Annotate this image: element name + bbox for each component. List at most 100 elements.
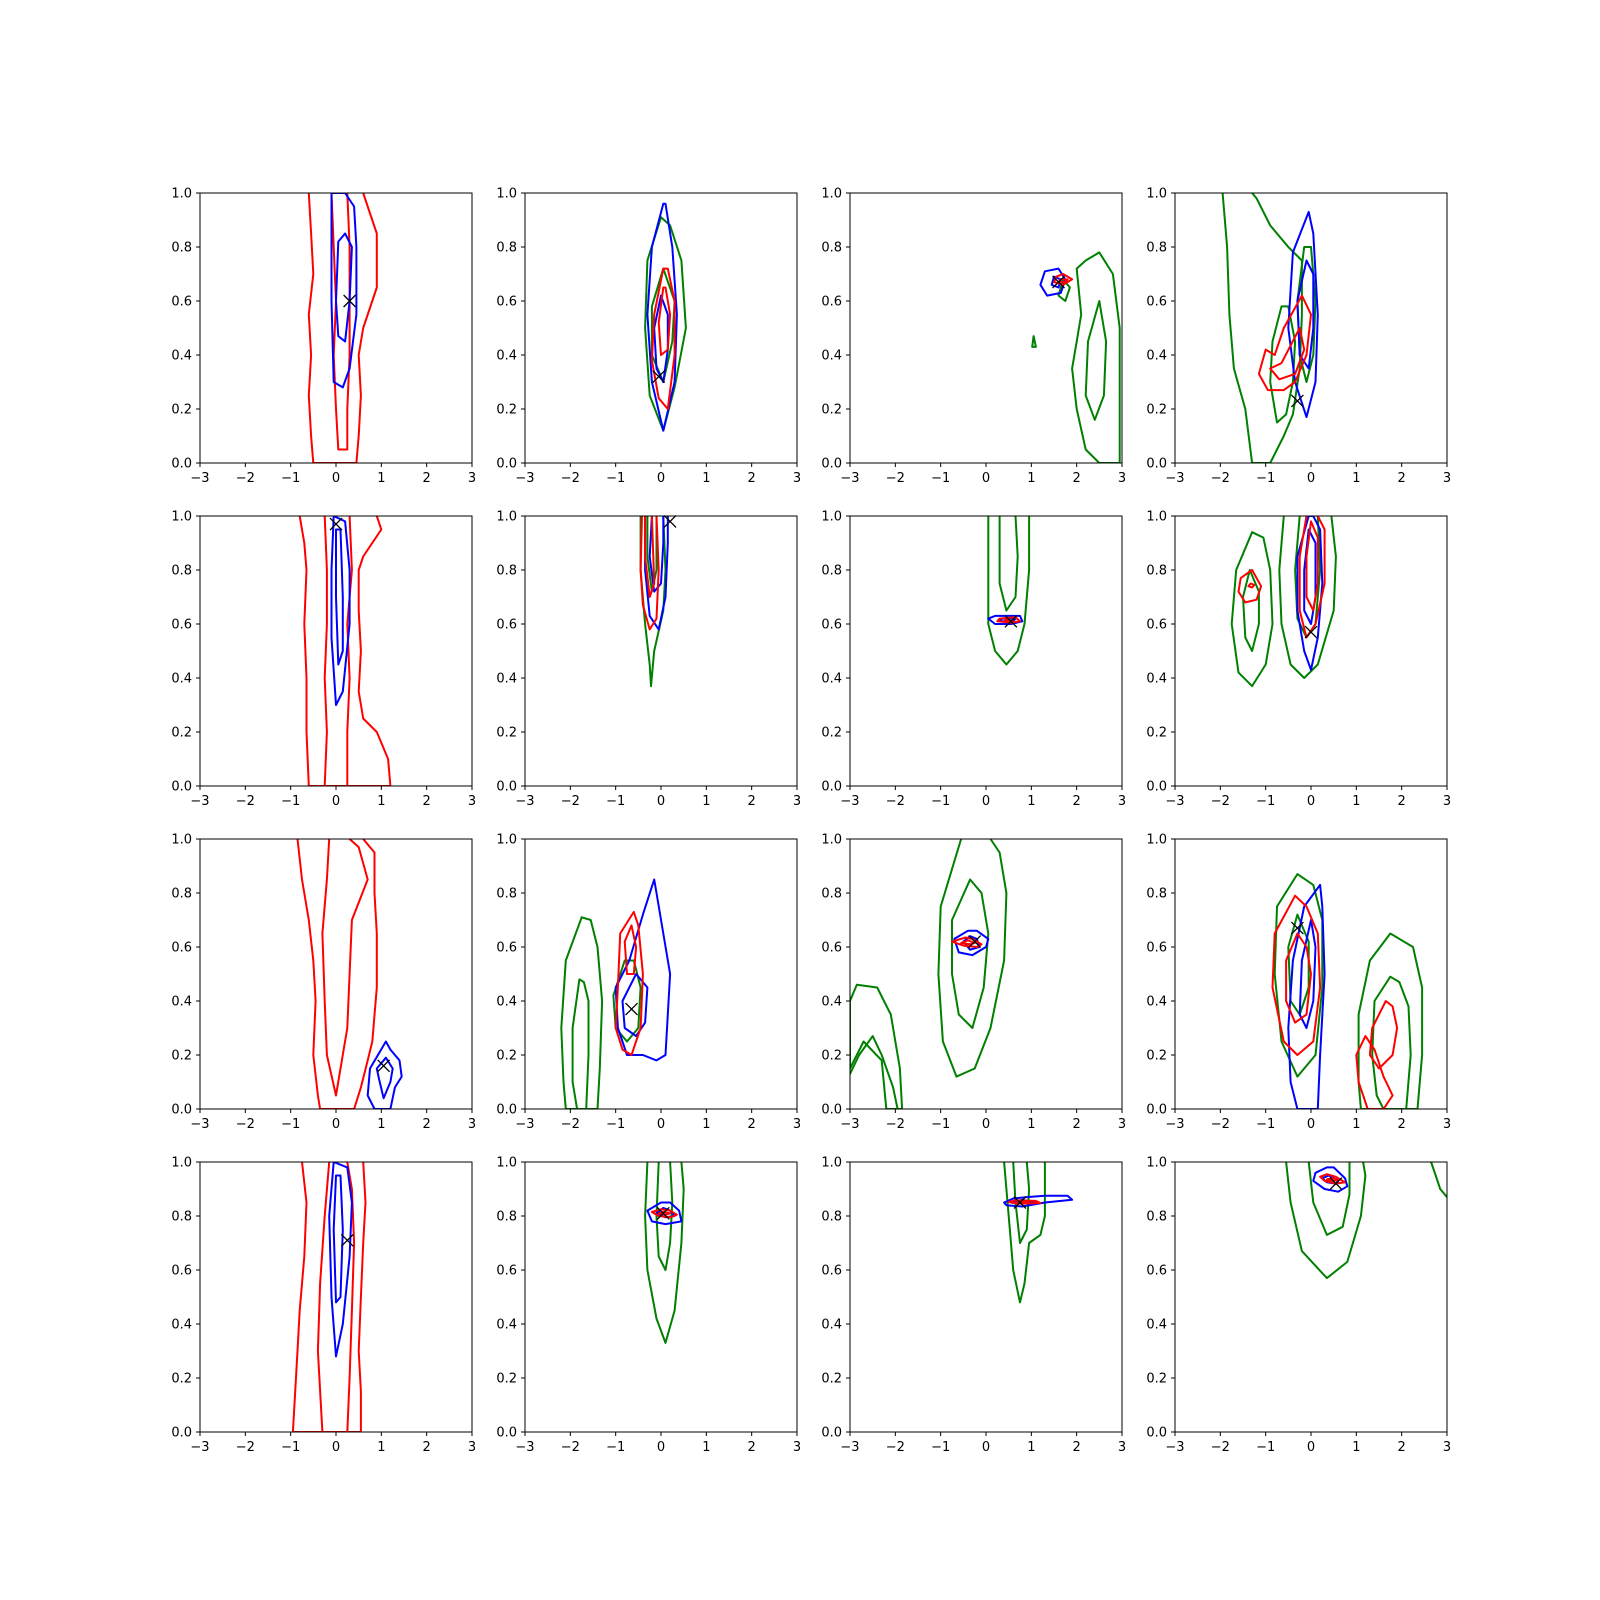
blue-contour-line: [1303, 528, 1317, 625]
red-contour-line: [644, 516, 656, 598]
green-contour-line: [1307, 1162, 1351, 1236]
x-tick-label: 1: [377, 794, 385, 809]
subplot-2-4: −3 −2 −1 0 1 2 3 0.0 0.2 0.4 0.6 0.8 1.0: [1146, 510, 1451, 810]
x-tick-label: −3: [1165, 794, 1184, 809]
red-contour-line: [650, 1208, 678, 1219]
x-tick-label: −3: [190, 471, 209, 486]
red-contour-line: [1305, 520, 1319, 612]
x-tick-label: 2: [1398, 794, 1406, 809]
subplot-2-2: −3 −2 −1 0 1 2 3 0.0 0.2 0.4 0.6 0.8 1.0: [496, 510, 801, 810]
red-contour-line: [291, 1162, 367, 1432]
red-contour-line: [614, 910, 644, 1056]
y-tick-label: 0.6: [496, 618, 517, 633]
x-marker: [663, 514, 677, 528]
y-tick-label: 0.4: [171, 995, 192, 1010]
blue-contour-line: [330, 193, 358, 389]
contour-layer: [850, 839, 1008, 1109]
blue-contour-line: [366, 1040, 403, 1109]
y-tick-label: 0.2: [821, 403, 842, 418]
subplot-2-3: −3 −2 −1 0 1 2 3 0.0 0.2 0.4 0.6 0.8 1.0: [821, 510, 1126, 810]
subplot-1-2: −3 −2 −1 0 1 2 3 0.0 0.2 0.4 0.6 0.8 1.0: [496, 187, 801, 487]
x-tick-label: −3: [190, 1440, 209, 1455]
green-contour-line: [998, 516, 1019, 612]
x-tick-label: 0: [657, 471, 665, 486]
y-tick-label: 0.4: [821, 672, 842, 687]
green-contour-line: [1285, 1162, 1367, 1280]
y-tick-label: 1.0: [171, 1156, 192, 1171]
x-marker: [1013, 1196, 1027, 1209]
x-tick-label: 1: [702, 794, 710, 809]
x-tick-label: 0: [982, 794, 990, 809]
x-marker: [340, 1233, 354, 1247]
y-tick-label: 0.8: [821, 564, 842, 579]
y-tick-label: 1.0: [171, 187, 192, 202]
y-tick-label: 0.4: [496, 349, 517, 364]
y-tick-label: 0.2: [821, 1049, 842, 1064]
y-tick-label: 0.6: [171, 295, 192, 310]
red-contour-line: [298, 516, 392, 786]
y-tick-label: 0.4: [171, 349, 192, 364]
y-tick-label: 1.0: [1146, 833, 1167, 848]
x-tick-label: 1: [1352, 1117, 1360, 1132]
subplot-3-4: −3 −2 −1 0 1 2 3 0.0 0.2 0.4 0.6 0.8 1.0: [1146, 833, 1451, 1133]
y-tick-label: 0.4: [1146, 1318, 1167, 1333]
x-tick-label: 1: [1352, 471, 1360, 486]
blue-contour-line: [1296, 259, 1315, 370]
x-tick-label: 0: [657, 1117, 665, 1132]
green-contour-line: [1057, 278, 1071, 302]
subplot-2-1: −3 −2 −1 0 1 2 3 0.0 0.2 0.4 0.6 0.8 1.0: [171, 510, 476, 810]
contour-layer: [1003, 1162, 1074, 1304]
x-tick-label: 0: [982, 1117, 990, 1132]
blue-contour-line: [1296, 516, 1324, 671]
y-tick-label: 0.0: [821, 780, 842, 795]
x-tick-label: 2: [423, 794, 431, 809]
x-tick-label: 2: [1398, 1117, 1406, 1132]
y-tick-label: 1.0: [1146, 187, 1167, 202]
x-tick-label: −2: [236, 794, 255, 809]
x-tick-label: 0: [332, 1440, 340, 1455]
y-tick-label: 0.2: [171, 1372, 192, 1387]
red-contour-line: [1271, 894, 1322, 1056]
y-tick-label: 0.4: [821, 995, 842, 1010]
y-tick-label: 0.0: [1146, 1426, 1167, 1441]
x-tick-label: −3: [190, 794, 209, 809]
x-tick-label: 2: [1398, 1440, 1406, 1455]
contour-layer: [644, 1162, 685, 1344]
y-tick-label: 0.6: [1146, 941, 1167, 956]
y-tick-label: 0.0: [821, 457, 842, 472]
red-contour-line: [1237, 569, 1263, 604]
blue-contour-line: [621, 973, 649, 1038]
y-tick-label: 0.4: [1146, 672, 1167, 687]
red-contour-line: [960, 939, 976, 946]
x-tick-label: 0: [982, 471, 990, 486]
x-tick-label: 0: [332, 471, 340, 486]
y-tick-label: 0.6: [821, 618, 842, 633]
y-tick-label: 0.8: [1146, 564, 1167, 579]
x-tick-label: 1: [702, 1117, 710, 1132]
subplot-3-1: −3 −2 −1 0 1 2 3 0.0 0.2 0.4 0.6 0.8 1.0: [171, 833, 476, 1133]
y-tick-label: 0.0: [821, 1426, 842, 1441]
x-tick-label: −2: [1211, 1117, 1230, 1132]
y-tick-label: 0.8: [171, 564, 192, 579]
y-tick-label: 1.0: [1146, 510, 1167, 525]
subplot-3-3: −3 −2 −1 0 1 2 3 0.0 0.2 0.4 0.6 0.8 1.0: [821, 833, 1126, 1133]
green-contour-line: [1084, 300, 1108, 421]
red-contour-line: [996, 616, 1021, 624]
y-tick-label: 0.0: [821, 1103, 842, 1118]
red-contour-line: [323, 516, 353, 786]
x-tick-label: 3: [1118, 794, 1126, 809]
y-tick-label: 0.8: [496, 564, 517, 579]
blue-contour-line: [987, 614, 1024, 625]
green-contour-line: [1278, 516, 1337, 679]
y-tick-label: 0.8: [496, 1210, 517, 1225]
green-contour-line: [1071, 251, 1121, 463]
x-tick-label: 2: [1073, 794, 1081, 809]
x-tick-label: 3: [1118, 1117, 1126, 1132]
x-tick-label: −3: [1165, 1117, 1184, 1132]
x-tick-label: 3: [1118, 471, 1126, 486]
green-contour-line: [937, 839, 1008, 1078]
y-tick-label: 0.2: [1146, 726, 1167, 741]
blue-contour-line: [1003, 1194, 1074, 1208]
x-tick-label: 1: [1352, 1440, 1360, 1455]
green-contour-line: [1221, 193, 1303, 463]
